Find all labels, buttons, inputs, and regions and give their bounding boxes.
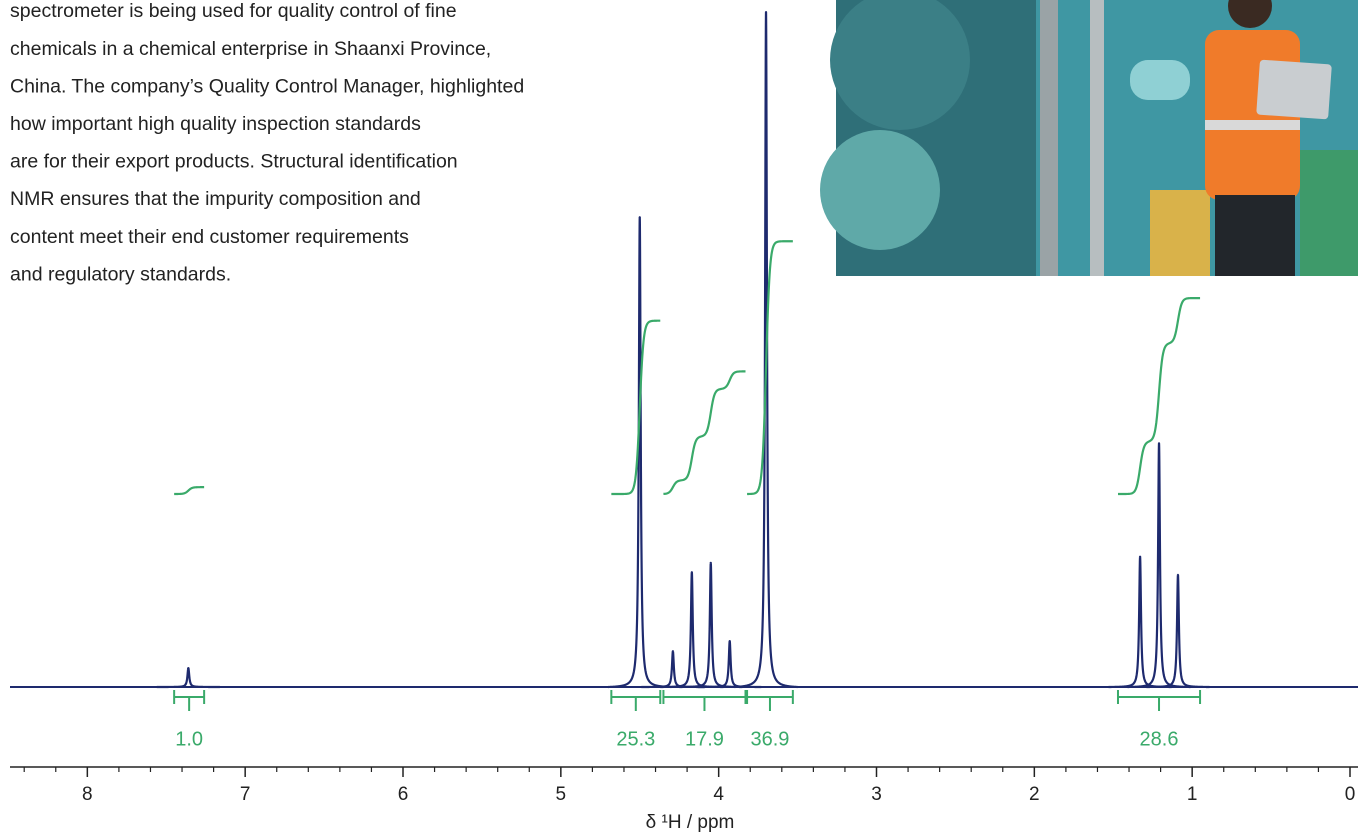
paragraph-line: content meet their end customer requirem… bbox=[10, 226, 409, 248]
integral-bracket bbox=[173, 690, 206, 711]
photo-pipe bbox=[1090, 0, 1104, 276]
x-tick-label: 3 bbox=[871, 784, 882, 805]
x-tick-label: 1 bbox=[1187, 784, 1198, 805]
spectrum-peak bbox=[1145, 573, 1211, 689]
spectrum-peak bbox=[607, 216, 673, 689]
x-tick-label: 0 bbox=[1345, 784, 1356, 805]
integral-bracket bbox=[1116, 690, 1202, 711]
integral-curve bbox=[174, 486, 205, 496]
paragraph-line: and regulatory standards. bbox=[10, 263, 231, 285]
integral-label: 17.9 bbox=[685, 728, 724, 750]
x-axis-label: δ ¹H / ppm bbox=[646, 812, 735, 833]
paragraph-line: how important high quality inspection st… bbox=[10, 113, 421, 135]
integral-curve bbox=[663, 370, 746, 496]
paragraph-line: NMR ensures that the impurity compositio… bbox=[10, 188, 421, 210]
photo-vest-stripe bbox=[1205, 120, 1300, 130]
paragraph-line: spectrometer is being used for quality c… bbox=[10, 0, 457, 22]
photo-floor bbox=[1300, 150, 1358, 276]
integral-label: 28.6 bbox=[1140, 728, 1179, 750]
integral-bracket bbox=[610, 690, 662, 711]
integral-bracket bbox=[662, 690, 747, 711]
photo-trousers bbox=[1215, 195, 1295, 276]
paragraph-line: China. The company’s Quality Control Man… bbox=[10, 75, 524, 97]
x-tick-label: 8 bbox=[82, 784, 93, 805]
x-tick-label: 5 bbox=[556, 784, 567, 805]
photo bbox=[820, 0, 1358, 276]
x-tick-label: 7 bbox=[240, 784, 251, 805]
spectrum-peak bbox=[1126, 442, 1192, 689]
spectrum-peak bbox=[733, 11, 799, 689]
x-tick-label: 6 bbox=[398, 784, 409, 805]
integral-curve bbox=[611, 319, 661, 496]
photo-laptop bbox=[1256, 59, 1332, 120]
integral-curve bbox=[747, 240, 793, 496]
spectrum-peak bbox=[678, 561, 744, 689]
x-tick-label: 4 bbox=[713, 784, 724, 805]
integral-label: 1.0 bbox=[175, 728, 203, 750]
integral-curve bbox=[1117, 296, 1201, 496]
photo-valve bbox=[820, 130, 940, 250]
photo-head bbox=[1228, 0, 1272, 28]
spectrum-peak bbox=[156, 667, 221, 689]
photo-pipe bbox=[1130, 60, 1190, 100]
integral-label: 36.9 bbox=[750, 728, 789, 750]
integral-label: 25.3 bbox=[616, 728, 655, 750]
integral-bracket bbox=[746, 690, 794, 711]
x-tick-label: 2 bbox=[1029, 784, 1040, 805]
photo-floor bbox=[1150, 190, 1210, 276]
photo-pipe bbox=[1040, 0, 1058, 276]
paragraph-line: chemicals in a chemical enterprise in Sh… bbox=[10, 38, 491, 60]
photo-valve bbox=[830, 0, 970, 130]
paragraph-line: are for their export products. Structura… bbox=[10, 151, 458, 173]
